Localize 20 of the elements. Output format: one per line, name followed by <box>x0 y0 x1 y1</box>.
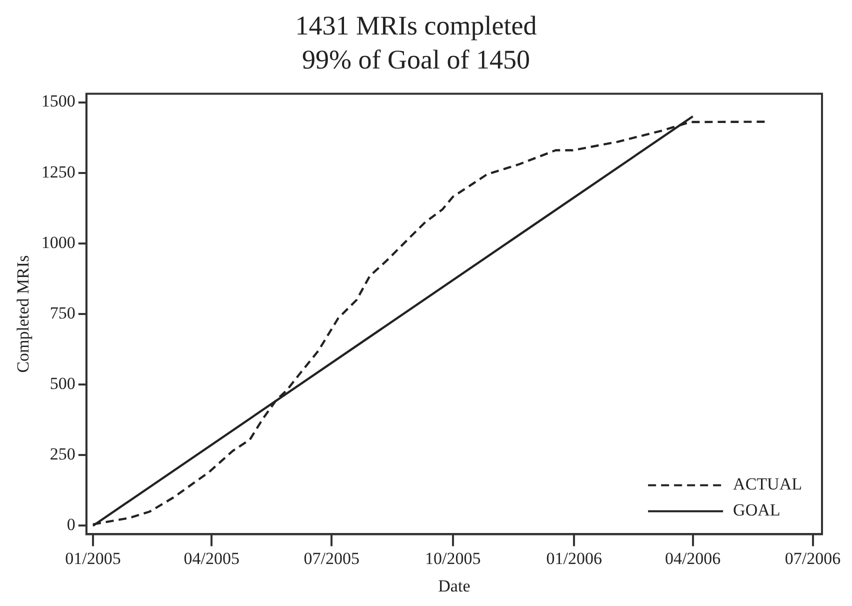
x-tick-label: 10/2005 <box>425 548 481 568</box>
chart-subtitle: 99% of Goal of 1450 <box>302 44 530 75</box>
y-tick-label: 1000 <box>41 232 76 252</box>
y-tick-label: 500 <box>50 374 76 394</box>
x-tick-label: 04/2005 <box>184 548 240 568</box>
legend-label: ACTUAL <box>733 474 802 494</box>
chart-title: 1431 MRIs completed <box>295 10 538 40</box>
y-axis-title: Completed MRIs <box>14 255 33 373</box>
y-tick-label: 0 <box>66 515 76 534</box>
x-tick-label: 04/2006 <box>664 548 721 568</box>
y-tick-label: 1250 <box>41 162 76 182</box>
x-axis-title: Date <box>438 576 470 596</box>
x-tick-label: 01/2005 <box>65 548 121 568</box>
x-tick-label: 01/2006 <box>546 548 602 568</box>
x-tick-label: 07/2006 <box>784 548 841 568</box>
y-tick-label: 1500 <box>41 92 76 111</box>
y-tick-label: 250 <box>50 444 76 464</box>
legend-label: GOAL <box>733 500 780 520</box>
y-tick-label: 750 <box>50 303 76 322</box>
x-tick-label: 07/2005 <box>304 548 360 568</box>
